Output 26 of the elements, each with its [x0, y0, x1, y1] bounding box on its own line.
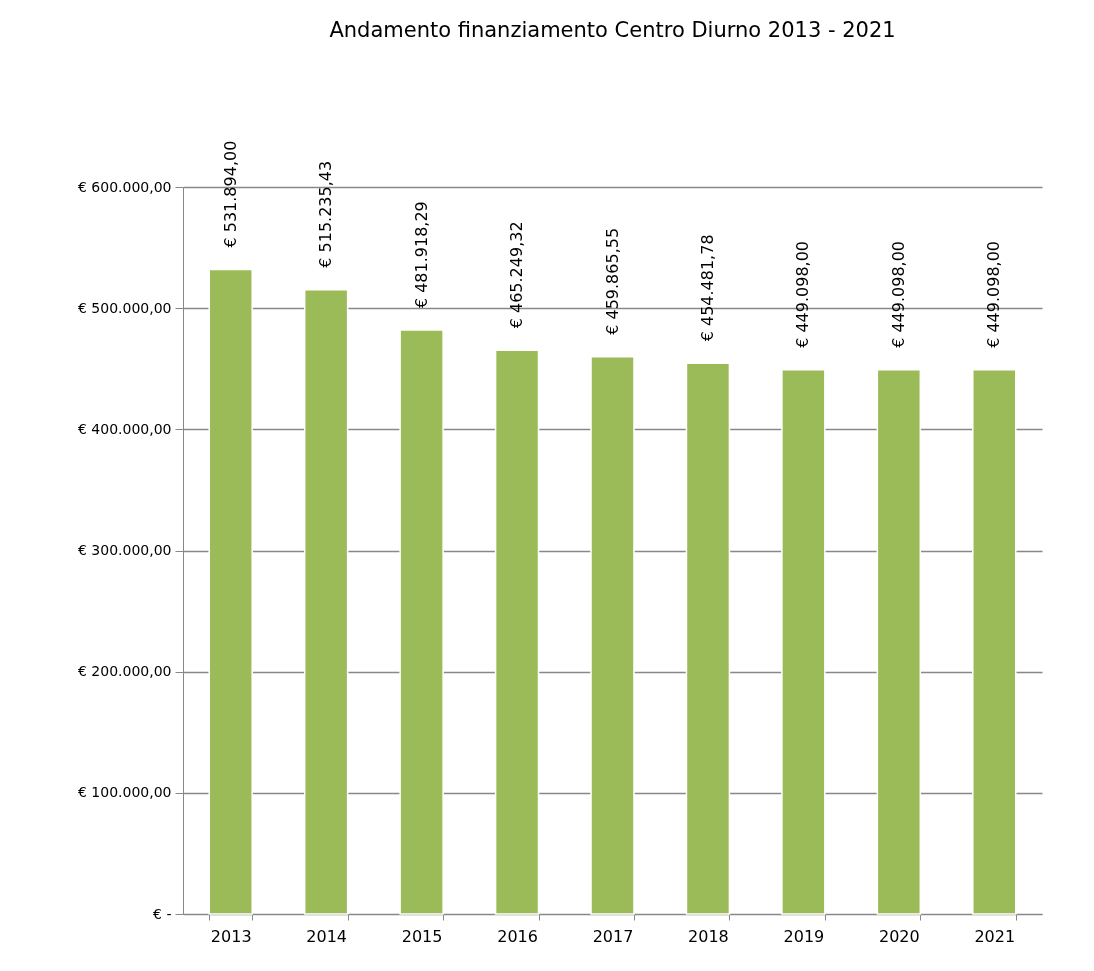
y-tick-label: € 600.000,00: [77, 178, 172, 195]
data-label: € 515.235,43: [316, 160, 336, 268]
x-tick-label: 2015: [401, 926, 443, 946]
y-tick-label: € 300.000,00: [77, 542, 172, 558]
y-tick-label: € 200.000,00: [77, 663, 172, 680]
x-tick-label: 2017: [592, 926, 634, 946]
x-tick-label: 2013: [210, 926, 252, 946]
x-tick-label: 2018: [688, 926, 729, 946]
chart-title: Andamento finanziamento Centro Diurno 2013 - 2021: [329, 17, 896, 42]
x-tick-label: 2021: [974, 926, 1016, 946]
data-label: € 531.894,00: [220, 140, 240, 248]
x-tick-label: 2014: [306, 926, 348, 946]
data-label: € 465.249,32: [507, 221, 527, 329]
y-tick-label: € 500.000,00: [77, 299, 172, 316]
y-tick-label: € 400.000,00: [77, 420, 172, 437]
data-label: € 459.865,55: [602, 227, 622, 335]
x-tick-label: 2019: [783, 926, 825, 946]
data-label: € 449.098,00: [793, 240, 813, 348]
y-tick-label: € -: [153, 905, 172, 922]
data-label: € 449.098,00: [888, 240, 908, 348]
data-label: € 454.481,78: [697, 234, 717, 342]
x-tick-label: 2020: [878, 926, 920, 946]
data-label: € 449.098,00: [984, 240, 1004, 348]
data-label: € 481.918,29: [411, 201, 431, 309]
y-tick-label: € 100.000,00: [77, 784, 172, 801]
x-tick-label: 2016: [497, 926, 538, 946]
